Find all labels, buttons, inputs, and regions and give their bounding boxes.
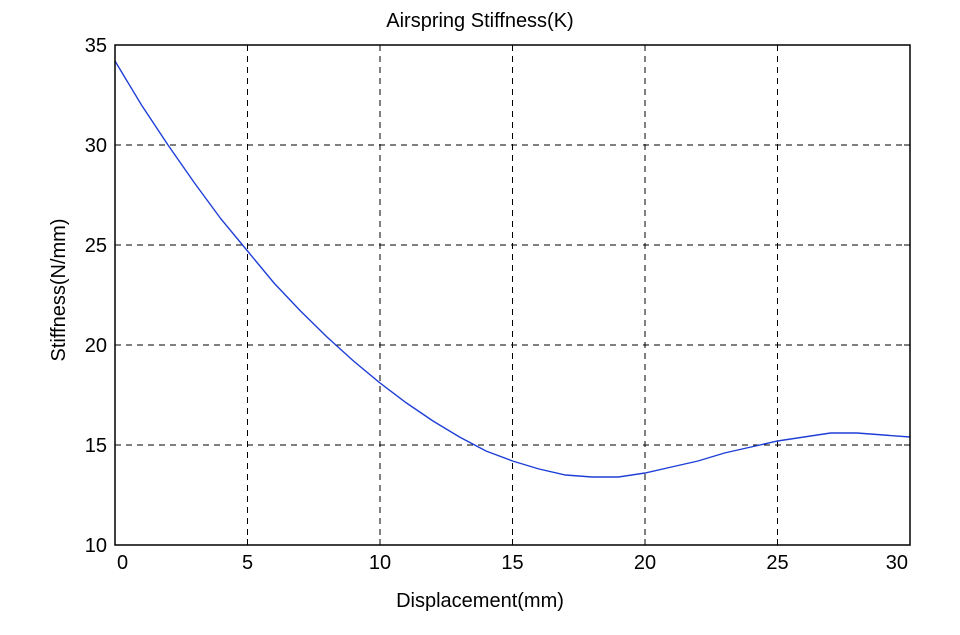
svg-text:5: 5 — [242, 552, 253, 574]
figure: Airspring Stiffness(K) 0 5 10 15 20 25 30 10 15 2… — [0, 0, 960, 635]
svg-text:25: 25 — [85, 235, 107, 257]
svg-text:15: 15 — [85, 435, 107, 457]
svg-text:30: 30 — [85, 135, 107, 157]
svg-text:15: 15 — [501, 552, 523, 574]
svg-text:35: 35 — [85, 35, 107, 57]
svg-text:10: 10 — [369, 552, 391, 574]
svg-text:20: 20 — [85, 335, 107, 357]
x-axis-label: Displacement(mm) — [0, 590, 960, 613]
svg-text:30: 30 — [886, 552, 908, 574]
svg-text:20: 20 — [634, 552, 656, 574]
svg-text:10: 10 — [85, 535, 107, 557]
svg-text:25: 25 — [766, 552, 788, 574]
svg-text:0: 0 — [117, 552, 128, 574]
plot-area: 0 5 10 15 20 25 30 10 15 20 25 30 35 — [0, 0, 960, 635]
y-axis-label: Stiffness(N/mm) — [48, 150, 71, 430]
chart-title: Airspring Stiffness(K) — [0, 10, 960, 33]
